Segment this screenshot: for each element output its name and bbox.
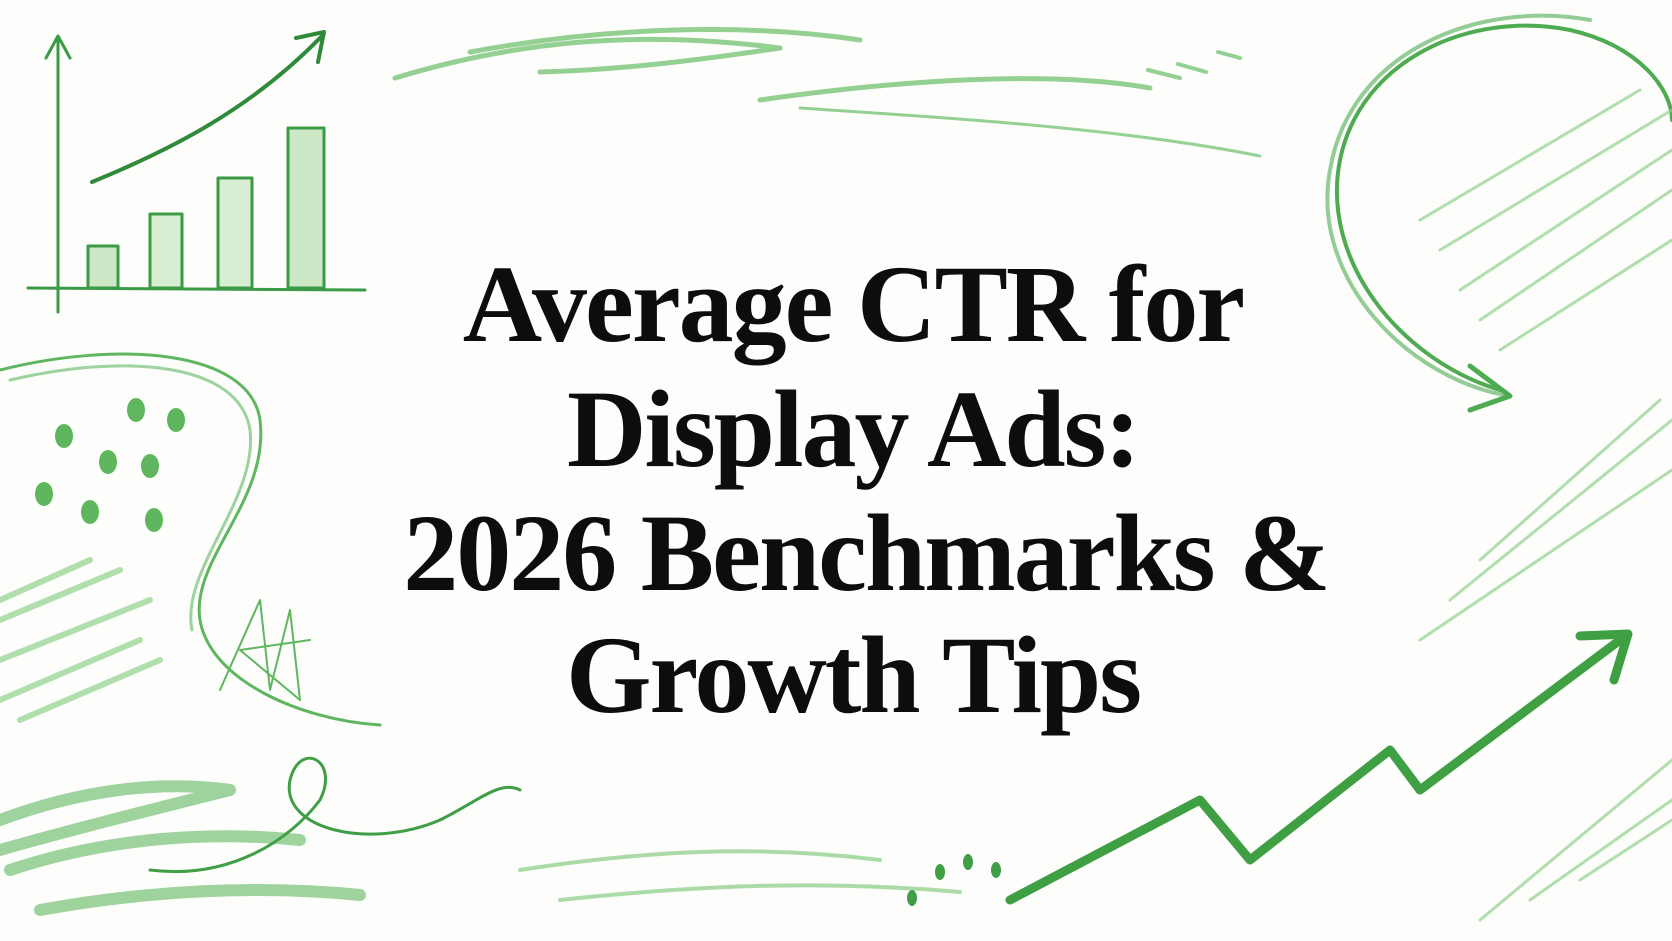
growth-arrow bbox=[1005, 629, 1633, 905]
dot bbox=[963, 854, 973, 870]
sketch-bar-chart bbox=[26, 30, 367, 314]
sketch-bar bbox=[86, 244, 120, 290]
top-right-swirl bbox=[1325, 13, 1672, 413]
left-dots bbox=[35, 398, 185, 532]
bottom-left-scribbles bbox=[0, 780, 366, 916]
sketch-x-axis bbox=[26, 286, 367, 292]
title-line: Average CTR for bbox=[463, 243, 1244, 365]
dot bbox=[127, 398, 145, 422]
dot bbox=[991, 862, 1001, 878]
title-line: Display Ads: bbox=[567, 368, 1139, 490]
bottom-left-loop bbox=[148, 756, 522, 873]
bottom-scribbles bbox=[518, 849, 962, 902]
sketch-bar bbox=[148, 212, 184, 290]
right-hatching bbox=[1418, 398, 1672, 922]
sketch-y-axis bbox=[44, 34, 72, 314]
dot bbox=[81, 500, 99, 524]
left-swirl bbox=[0, 352, 382, 727]
dot bbox=[141, 454, 159, 478]
dot bbox=[935, 864, 945, 880]
title: Average CTR for Display Ads: 2026 Benchm… bbox=[403, 243, 1330, 736]
dot bbox=[145, 508, 163, 532]
dot bbox=[907, 890, 917, 906]
left-hatching bbox=[0, 557, 163, 723]
dot bbox=[99, 450, 117, 474]
top-scribbles bbox=[392, 27, 1262, 158]
dot bbox=[55, 424, 73, 448]
sketch-trend-arrow bbox=[90, 30, 326, 184]
sketch-bar bbox=[286, 126, 326, 290]
bottom-dots bbox=[907, 854, 1001, 906]
dot bbox=[167, 408, 185, 432]
title-line: 2026 Benchmarks & bbox=[403, 492, 1328, 614]
dot bbox=[35, 482, 53, 506]
title-line: Growth Tips bbox=[566, 614, 1140, 736]
sketch-bar bbox=[216, 176, 254, 290]
